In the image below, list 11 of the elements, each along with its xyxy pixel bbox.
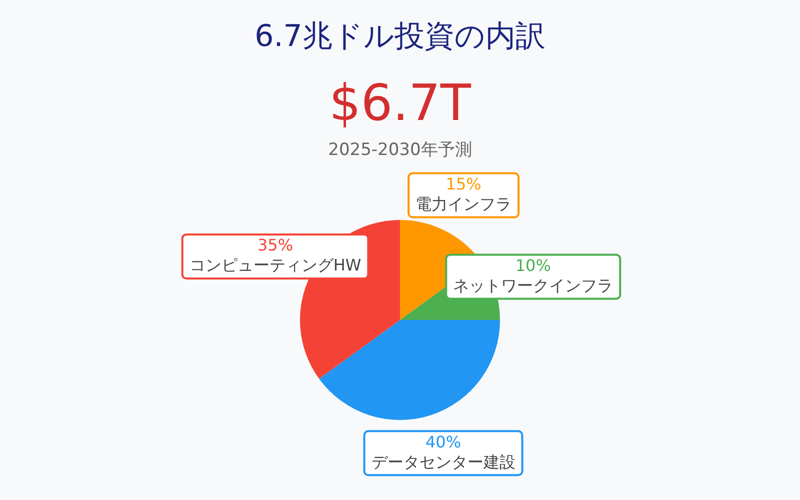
data-label: 10% <box>515 256 551 275</box>
data-label: 40% <box>425 432 462 452</box>
chart-title: 6.7兆ドル投資の内訳 <box>254 19 546 55</box>
chart-subtitle: 2025-2030年予測 <box>327 139 473 161</box>
text: $6.7T <box>328 74 472 132</box>
slice-label: 電力インフラ <box>416 194 512 214</box>
slice-label: コンピューティングHW <box>189 256 362 275</box>
data-label: 15% <box>446 174 482 194</box>
slice-label: データセンター建設 <box>371 452 516 472</box>
slice-label: ネットワークインフラ <box>453 276 614 295</box>
data-label: 35% <box>257 236 294 255</box>
